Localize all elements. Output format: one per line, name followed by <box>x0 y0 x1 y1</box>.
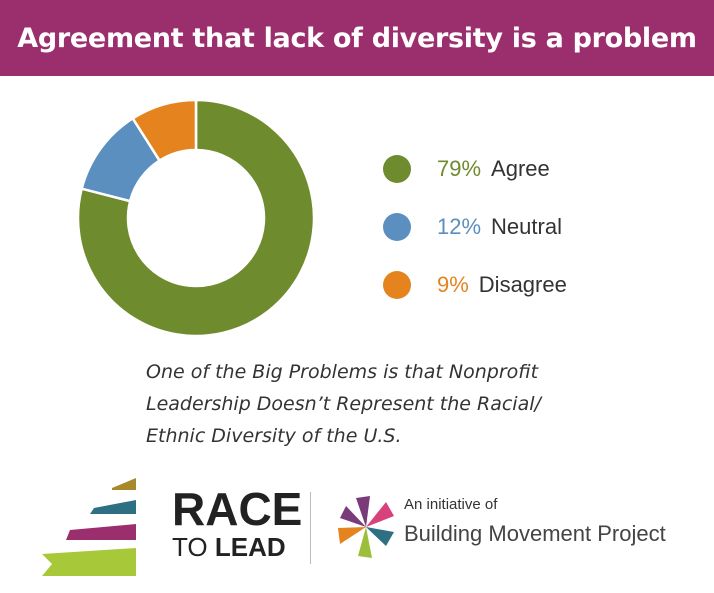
wordmark-to: TO <box>172 532 208 562</box>
donut-chart <box>78 100 314 336</box>
legend-label-agree: Agree <box>491 156 550 181</box>
legend-dot-agree <box>383 155 411 183</box>
legend-label-neutral: Neutral <box>491 214 562 239</box>
wordmark-to-lead: TO LEAD <box>172 534 302 560</box>
race-to-lead-stripes-logo <box>42 478 136 576</box>
legend-dot-neutral <box>383 213 411 241</box>
legend-value-neutral: 12% <box>437 214 482 239</box>
logo-stripe-2 <box>90 500 136 514</box>
legend-item-neutral: 12% Neutral <box>383 198 567 256</box>
legend-item-disagree: 9% Disagree <box>383 256 567 314</box>
pinwheel-blade <box>358 527 372 558</box>
building-movement-project-logo-icon <box>338 496 394 558</box>
logo-stripe-4 <box>42 548 136 576</box>
legend-label-disagree: Disagree <box>478 272 567 297</box>
organization-name: Building Movement Project <box>404 521 666 546</box>
legend-value-disagree: 9% <box>437 272 469 297</box>
caption-line: Ethnic Diversity of the U.S. <box>146 425 402 447</box>
logo-stripe-1 <box>112 478 136 490</box>
legend-dot-disagree <box>383 271 411 299</box>
pinwheel-blade <box>340 506 366 527</box>
logo-stripe-3 <box>66 524 136 540</box>
donut-slice-disagree <box>131 100 198 163</box>
pinwheel-blade <box>366 527 394 546</box>
caption-line: One of the Big Problems is that Nonprofi… <box>146 361 539 383</box>
pinwheel-blade <box>338 527 366 544</box>
race-to-lead-wordmark: RACE TO LEAD <box>172 486 302 560</box>
donut-slice-agree <box>78 100 314 336</box>
initiative-line: An initiative of <box>404 496 498 513</box>
wordmark-lead: LEAD <box>214 532 286 562</box>
logo-divider <box>310 492 311 564</box>
caption-line: Leadership Doesn’t Represent the Racial/ <box>146 393 541 415</box>
initiative-text: An initiative of Building Movement Proje… <box>404 496 666 547</box>
wordmark-race: RACE <box>172 483 303 535</box>
pinwheel-blade <box>366 502 394 527</box>
legend-value-agree: 79% <box>437 156 482 181</box>
chart-caption: One of the Big Problems is that Nonprofi… <box>146 356 616 452</box>
chart-title: Agreement that lack of diversity is a pr… <box>0 0 714 76</box>
legend-item-agree: 79% Agree <box>383 140 567 198</box>
legend: 79% Agree 12% Neutral 9% Disagree <box>383 140 567 314</box>
pinwheel-blade <box>356 496 370 527</box>
